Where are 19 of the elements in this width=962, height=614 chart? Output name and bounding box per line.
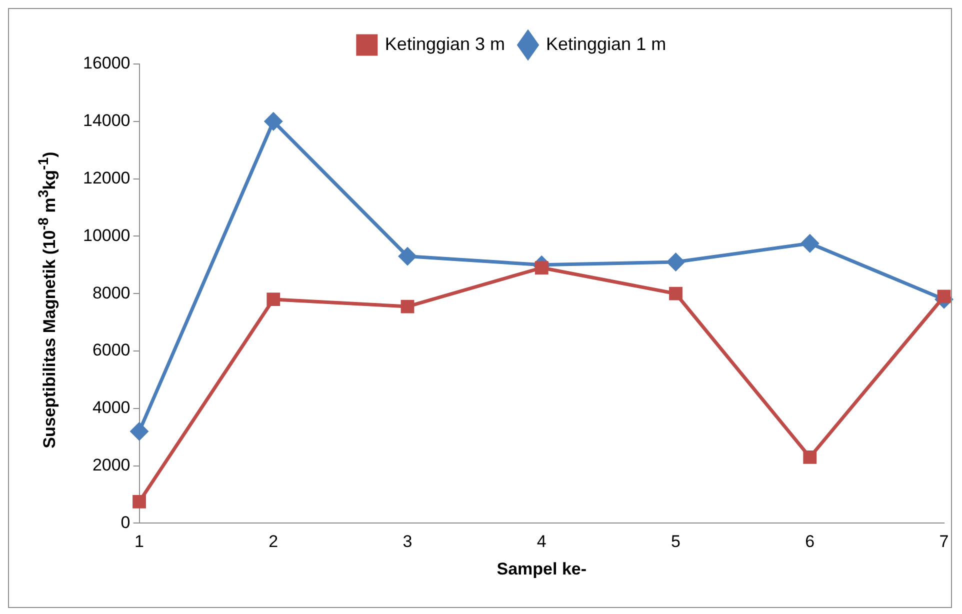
- y-tick-label: 16000: [82, 54, 130, 73]
- y-tick-label: 8000: [92, 283, 130, 302]
- x-tick-label: 2: [268, 532, 278, 552]
- x-tick-label: 1: [134, 532, 144, 552]
- y-tick-label: 4000: [92, 398, 130, 418]
- x-tick-label: 5: [671, 532, 680, 552]
- x-tick-label: 7: [939, 532, 949, 552]
- y-tick-label: 6000: [92, 340, 130, 360]
- legend-label: Ketinggian 1 m: [546, 34, 666, 54]
- y-tick-label: 10000: [82, 226, 130, 245]
- legend-label: Ketinggian 3 m: [384, 34, 505, 54]
- y-tick-label: 14000: [82, 111, 130, 130]
- x-axis-title: Sampel ke-: [496, 559, 587, 578]
- y-tick-label: 2000: [92, 455, 130, 474]
- x-tick-label: 4: [536, 532, 546, 552]
- x-tick-label: 6: [805, 532, 815, 552]
- x-tick-label: 3: [402, 532, 412, 552]
- y-tick-label: 12000: [82, 168, 130, 188]
- y-tick-label: 0: [120, 512, 130, 532]
